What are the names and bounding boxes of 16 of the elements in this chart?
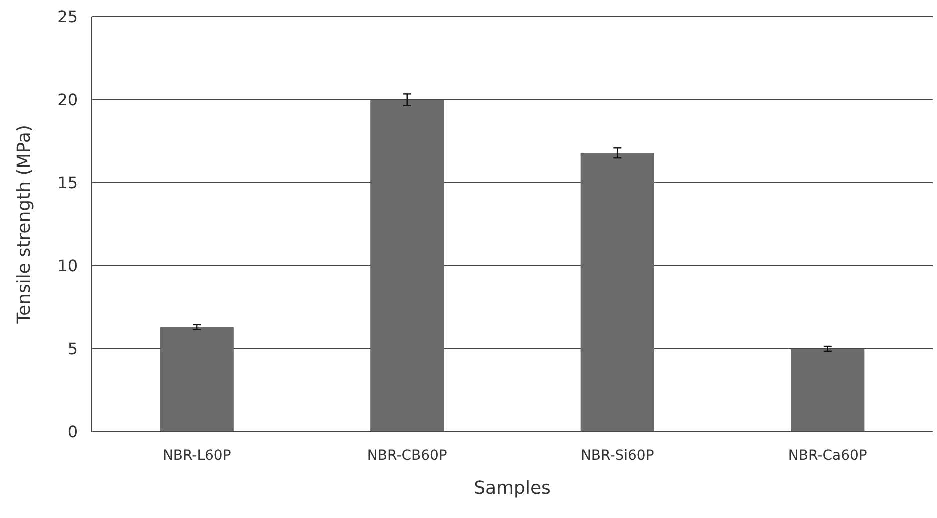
bar xyxy=(370,100,444,432)
bar xyxy=(580,153,654,432)
x-tick-label: NBR-CB60P xyxy=(367,448,448,464)
bar xyxy=(791,349,865,432)
y-tick-label: 10 xyxy=(58,256,78,276)
y-tick-label: 20 xyxy=(58,90,78,110)
y-axis-title: Tensile strength (MPa) xyxy=(14,125,35,325)
x-tick-label: NBR-Si60P xyxy=(580,448,654,464)
x-axis-title: Samples xyxy=(474,478,551,499)
y-tick-label: 0 xyxy=(68,422,78,442)
bar xyxy=(160,327,234,432)
x-tick-label: NBR-Ca60P xyxy=(788,448,868,464)
y-tick-label: 25 xyxy=(58,8,78,27)
y-tick-label: 5 xyxy=(68,340,78,359)
y-tick-label: 15 xyxy=(58,174,78,193)
x-tick-label: NBR-L60P xyxy=(162,448,232,464)
